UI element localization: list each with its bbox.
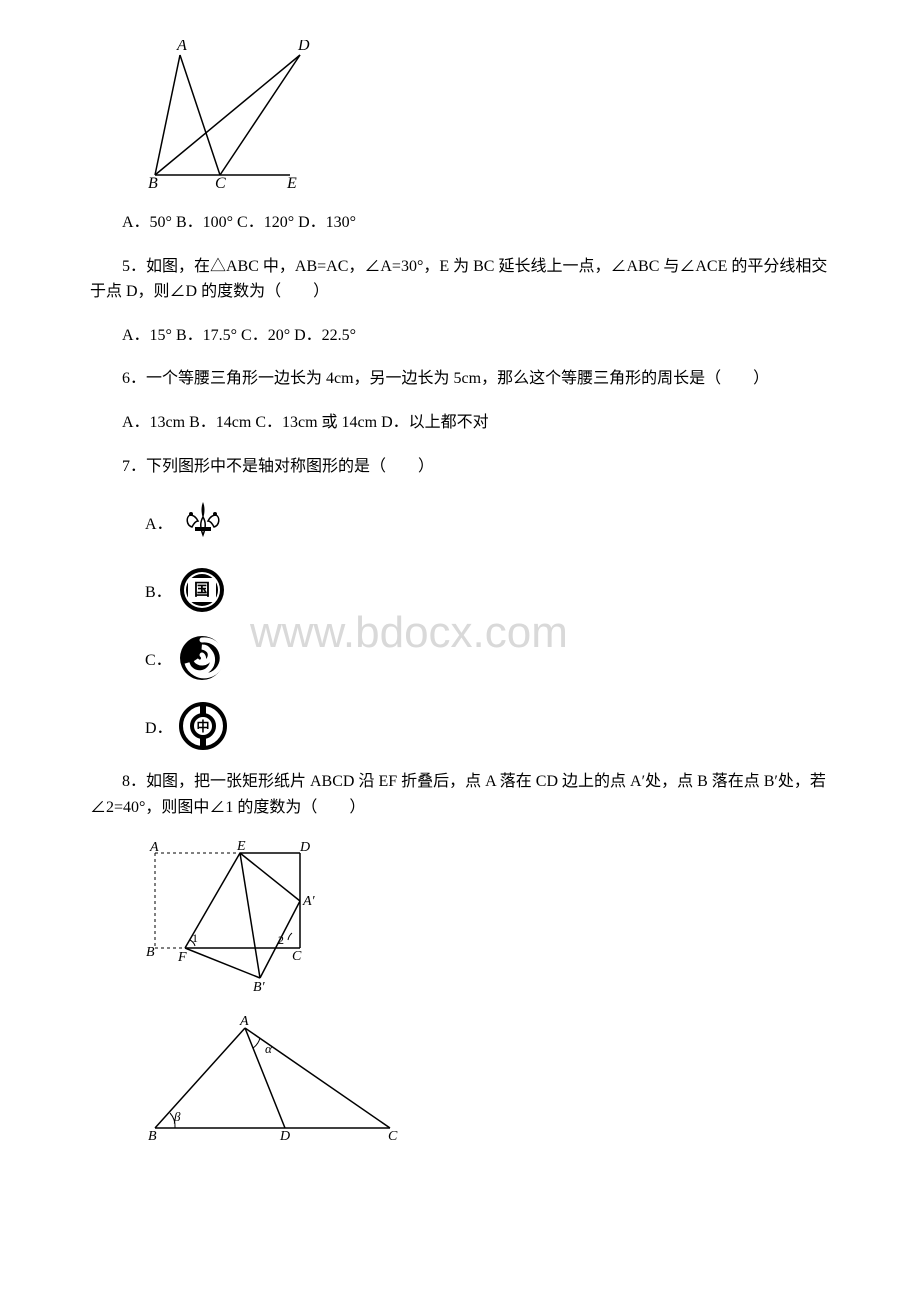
label-E: E (286, 175, 297, 190)
label-A: A (149, 840, 159, 855)
q7-option-D: D． 中 (145, 701, 830, 751)
figure-q8a: A B C D E F A′ B′ 1 2 (140, 838, 830, 1003)
label-C: C (388, 1129, 398, 1143)
figure-q4: A B C D E (140, 40, 830, 195)
label-D: D (297, 40, 310, 54)
q5-options: A．15° B．17.5° C．20° D．22.5° (90, 323, 830, 349)
label-A: A (176, 40, 187, 54)
svg-text:国: 国 (194, 581, 210, 599)
q5-text: 5．如图，在△ABC 中，AB=AC，∠A=30°，E 为 BC 延长线上一点，… (90, 254, 830, 305)
label-E: E (236, 839, 246, 854)
label-F: F (177, 950, 187, 965)
q6-text: 6．一个等腰三角形一边长为 4cm，另一边长为 5cm，那么这个等腰三角形的周长… (90, 366, 830, 392)
svg-text:中: 中 (196, 719, 209, 734)
option-label-D: D． (145, 714, 173, 738)
label-Ap: A′ (302, 894, 316, 909)
label-alpha: α (265, 1041, 273, 1056)
label-B: B (146, 945, 155, 960)
label-C: C (215, 175, 226, 190)
q7-option-C: C． (145, 633, 830, 683)
label-D: D (299, 840, 310, 855)
label-B: B (148, 1129, 157, 1143)
label-C: C (292, 949, 302, 964)
label-ang2: 2 (278, 933, 284, 947)
option-label-C: C． (145, 646, 172, 670)
q7-option-A: A． (145, 497, 830, 547)
q6-options: A．13cm B．14cm C．13cm 或 14cm D．以上都不对 (90, 410, 830, 436)
figure-q8b: A B C D α β (140, 1013, 830, 1148)
spiral-icon (177, 633, 227, 683)
label-B: B (148, 175, 158, 190)
q4-options: A．50° B．100° C．120° D．130° (90, 210, 830, 236)
label-A: A (239, 1014, 249, 1029)
option-label-B: B． (145, 578, 172, 602)
circle-cross-icon: 中 (178, 701, 228, 751)
label-D: D (279, 1129, 290, 1143)
label-ang1: 1 (192, 931, 198, 945)
fleur-de-lis-icon (178, 497, 228, 547)
circle-text-icon: 国 (177, 565, 227, 615)
q7-text: 7．下列图形中不是轴对称图形的是（ ） (90, 454, 830, 480)
q7-option-B: B． 国 (145, 565, 830, 615)
label-beta: β (173, 1109, 181, 1124)
option-label-A: A． (145, 510, 173, 534)
q8-text: 8．如图，把一张矩形纸片 ABCD 沿 EF 折叠后，点 A 落在 CD 边上的… (90, 769, 830, 820)
label-Bp: B′ (253, 980, 266, 995)
